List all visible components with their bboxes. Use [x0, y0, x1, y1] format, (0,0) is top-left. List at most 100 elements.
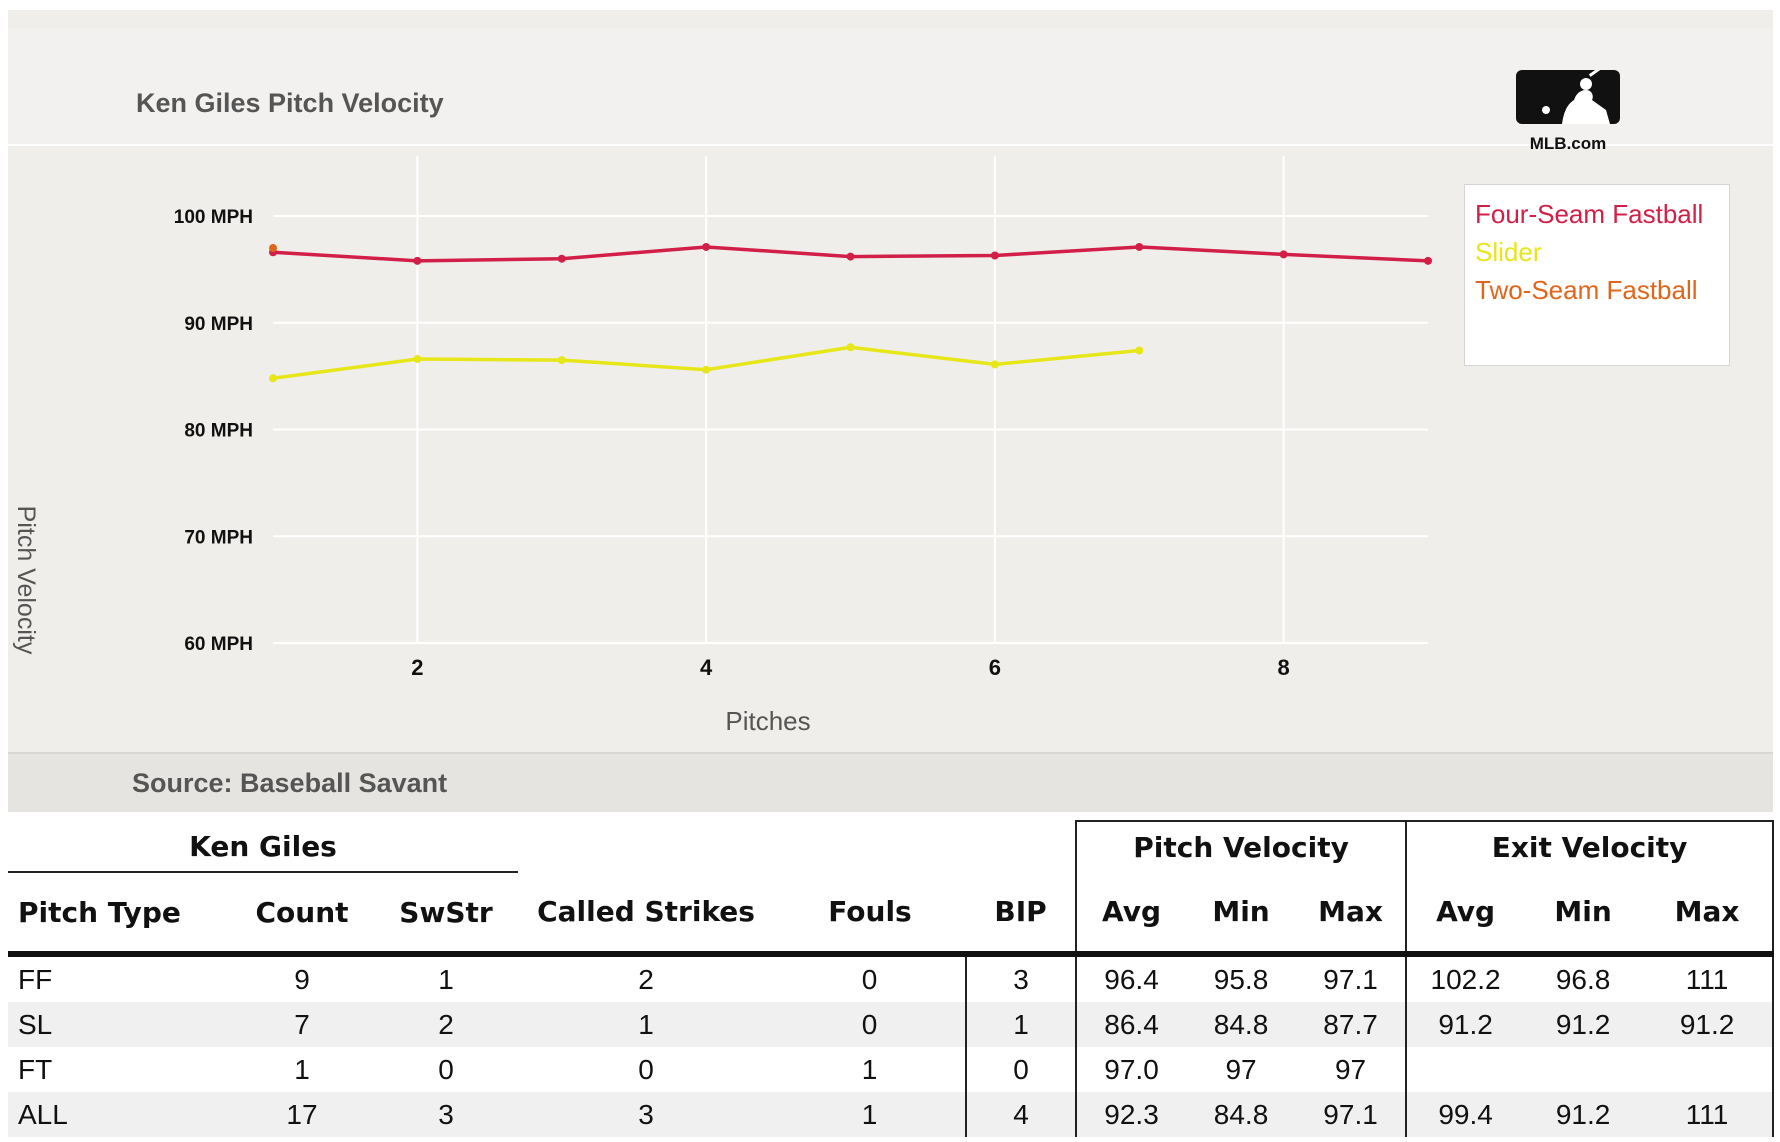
table-row: FF 9 1 2 0 3 96.4 95.8 97.1 102.2 96.8 1… — [8, 954, 1775, 1002]
cell-ev-max — [1642, 1047, 1775, 1092]
table-column-header: Pitch Type Count SwStr Called Strikes Fo… — [8, 872, 1775, 957]
cell-ev-max: 111 — [1642, 954, 1775, 1002]
cell-pitch-type: FF — [18, 963, 53, 995]
x-tick-label: 2 — [411, 655, 423, 680]
cell-pv-min: 97 — [1225, 1053, 1257, 1085]
col-ev-avg[interactable]: Avg — [1406, 872, 1525, 957]
cell-ev-min: 96.8 — [1555, 963, 1611, 995]
col-pv-max[interactable]: Max — [1296, 872, 1408, 957]
cell-bip: 1 — [966, 1002, 1077, 1047]
cell-called-strikes: 1 — [518, 1002, 775, 1047]
col-pitch-type[interactable]: Pitch Type — [8, 872, 230, 957]
mlb-logo[interactable]: MLB.com — [1516, 59, 1620, 156]
cell-called-strikes: 3 — [518, 1092, 775, 1137]
x-axis-title: Pitches — [725, 706, 811, 736]
data-point-four-seam-fastball[interactable] — [1135, 242, 1144, 251]
col-pv-min[interactable]: Min — [1186, 872, 1297, 957]
cell-fouls: 1 — [774, 1047, 968, 1092]
cell-swstr: 2 — [374, 1002, 519, 1047]
chart-panel: Ken Giles Pitch Velocity MLB.com 60 MPH 7… — [8, 10, 1773, 810]
cell-ev-min: 91.2 — [1524, 1092, 1643, 1137]
source-bar: Source: Baseball Savant — [8, 752, 1773, 812]
y-tick-label: 90 MPH — [184, 314, 253, 335]
cell-ev-min — [1524, 1047, 1642, 1092]
cell-pitch-type: FT — [18, 1053, 53, 1085]
cell-ev-avg: 99.4 — [1406, 1092, 1525, 1137]
mlb-logo-text: MLB.com — [1529, 134, 1607, 153]
cell-count: 1 — [294, 1053, 310, 1085]
cell-pv-max: 97.1 — [1296, 954, 1408, 1002]
pitch-stats-table: Ken Giles Pitch Velocity Exit Velocity P… — [8, 820, 1775, 1137]
data-point-two-seam-fastball[interactable] — [269, 244, 277, 253]
cell-pv-max: 87.7 — [1296, 1002, 1408, 1047]
col-count[interactable]: Count — [230, 872, 374, 957]
cell-bip: 3 — [1013, 963, 1029, 995]
y-tick-label: 80 MPH — [184, 421, 253, 442]
cell-called-strikes: 0 — [638, 1053, 654, 1085]
data-point-four-seam-fastball[interactable] — [1279, 250, 1288, 259]
group-exit-velocity: Exit Velocity — [1406, 820, 1775, 872]
x-tick-label: 8 — [1278, 655, 1290, 680]
table-row: FT 1 0 0 1 0 97.0 97 97 — [8, 1047, 1775, 1092]
data-point-four-seam-fastball[interactable] — [557, 254, 566, 263]
table-row: ALL 17 3 3 1 4 92.3 84.8 97.1 99.4 91.2 … — [8, 1092, 1775, 1137]
table-group-header: Ken Giles Pitch Velocity Exit Velocity — [8, 820, 1775, 873]
data-point-slider[interactable] — [990, 360, 999, 369]
cell-fouls: 1 — [774, 1092, 968, 1137]
data-point-four-seam-fastball[interactable] — [702, 242, 711, 251]
col-ev-min[interactable]: Min — [1524, 872, 1643, 957]
data-point-slider[interactable] — [557, 356, 566, 365]
legend-item-four-seam[interactable]: Four-Seam Fastball — [1475, 199, 1704, 229]
cell-count: 9 — [294, 963, 310, 995]
table-row: SL 7 2 1 0 1 86.4 84.8 87.7 91.2 91.2 91… — [8, 1002, 1775, 1047]
data-point-slider[interactable] — [1135, 346, 1144, 355]
x-tick-label: 6 — [989, 655, 1001, 680]
cell-bip: 4 — [966, 1092, 1077, 1137]
data-point-slider[interactable] — [846, 343, 855, 352]
cell-ev-max: 91.2 — [1642, 1002, 1775, 1047]
data-point-four-seam-fastball[interactable] — [1424, 256, 1432, 265]
cell-ev-min: 91.2 — [1524, 1002, 1643, 1047]
col-pv-avg[interactable]: Avg — [1075, 872, 1187, 957]
col-fouls[interactable]: Fouls — [774, 872, 967, 957]
legend-item-slider[interactable]: Slider — [1475, 237, 1542, 267]
data-point-slider[interactable] — [413, 355, 422, 364]
y-tick-label: 100 MPH — [174, 207, 253, 228]
cell-ev-avg: 102.2 — [1430, 963, 1501, 995]
group-spacer — [518, 821, 1076, 872]
cell-pv-max: 97.1 — [1296, 1092, 1408, 1137]
mlb-logo-icon — [1516, 59, 1620, 124]
legend-item-two-seam[interactable]: Two-Seam Fastball — [1475, 275, 1698, 305]
cell-count: 7 — [230, 1002, 374, 1047]
cell-ev-max: 111 — [1642, 1092, 1775, 1137]
cell-fouls: 0 — [774, 1002, 968, 1047]
cell-pv-avg: 92.3 — [1075, 1092, 1187, 1137]
col-swstr[interactable]: SwStr — [374, 872, 519, 957]
cell-fouls: 0 — [774, 954, 968, 1002]
cell-pv-avg: 97.0 — [1075, 1047, 1187, 1092]
cell-pv-max: 97 — [1296, 1047, 1408, 1092]
velocity-line-chart: 60 MPH 70 MPH 80 MPH 90 MPH 100 MPH 2 4 6 8 — [174, 156, 1432, 680]
group-pitch-velocity: Pitch Velocity — [1075, 820, 1408, 872]
cell-swstr: 0 — [438, 1053, 454, 1085]
data-point-four-seam-fastball[interactable] — [846, 252, 855, 261]
chart-title: Ken Giles Pitch Velocity — [136, 88, 444, 118]
y-tick-label: 70 MPH — [184, 527, 253, 548]
col-called-strikes[interactable]: Called Strikes — [518, 872, 775, 957]
cell-pv-min: 95.8 — [1213, 963, 1269, 995]
data-point-four-seam-fastball[interactable] — [990, 251, 999, 260]
cell-pv-avg: 86.4 — [1075, 1002, 1187, 1047]
cell-pv-min: 84.8 — [1186, 1092, 1297, 1137]
y-tick-label: 60 MPH — [184, 634, 253, 655]
source-text: Source: Baseball Savant — [132, 768, 448, 798]
data-point-slider[interactable] — [269, 374, 277, 383]
data-point-four-seam-fastball[interactable] — [413, 256, 422, 265]
data-point-slider[interactable] — [702, 365, 711, 374]
col-ev-max[interactable]: Max — [1642, 872, 1775, 957]
col-bip[interactable]: BIP — [966, 872, 1077, 957]
chart-legend: Four-Seam Fastball Slider Two-Seam Fastb… — [1464, 184, 1730, 366]
cell-swstr: 3 — [374, 1092, 519, 1137]
cell-pv-min: 84.8 — [1186, 1002, 1297, 1047]
cell-ev-avg: 91.2 — [1406, 1002, 1525, 1047]
x-tick-label: 4 — [700, 655, 713, 680]
